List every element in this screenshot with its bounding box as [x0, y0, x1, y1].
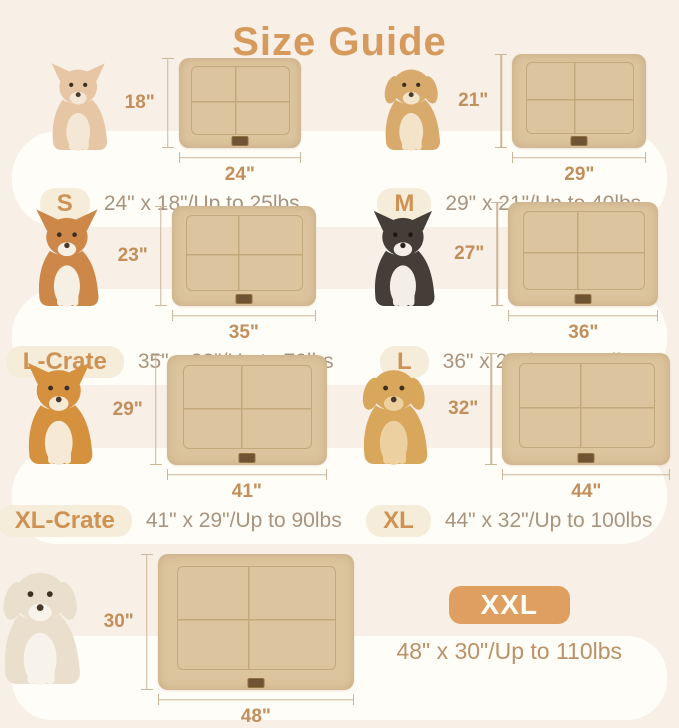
height-dimension-label: 18"	[124, 92, 155, 113]
width-dimension-label: 41"	[231, 481, 262, 502]
height-dimension-label: 27"	[454, 243, 485, 264]
dog-corgi-illustration	[24, 206, 116, 314]
dog-fluffy-puppy-illustration	[372, 60, 456, 156]
dog-border-collie-illustration	[360, 206, 452, 314]
size-row-s-m: 18" 24" S 24" x 18"/Up to 25lbs	[0, 54, 679, 232]
page-title: Size Guide	[232, 20, 447, 64]
mat-quilt-seams	[519, 363, 656, 449]
crate-mat-illustration	[178, 58, 301, 148]
width-dimension-line	[166, 469, 327, 480]
width-dimension-label: 44"	[571, 481, 602, 502]
size-badge-xl: XL	[366, 505, 431, 537]
size-badge-m: M	[377, 188, 432, 220]
height-dimension-line	[149, 355, 162, 465]
dog-shiba-inu-illustration	[13, 357, 111, 473]
mat-brand-tag	[235, 294, 253, 304]
mat-brand-tag	[570, 136, 588, 146]
height-dimension-label: 21"	[458, 90, 489, 111]
width-dimension-line	[512, 152, 647, 163]
dog-golden-retriever-illustration	[348, 357, 446, 473]
height-dimension-label: 30"	[103, 611, 134, 632]
mat-brand-tag	[231, 136, 249, 146]
size-cell-l-crate: 23" 35" L-Crate 35" x 23"/Up to 70lbs	[0, 206, 340, 390]
size-badge-xxl: XXL	[448, 586, 570, 624]
height-dimension-label: 23"	[117, 245, 148, 266]
width-dimension-label: 29"	[564, 164, 595, 185]
size-badge-xl-crate: XL-Crate	[0, 505, 132, 537]
width-dimension-label: 24"	[224, 164, 255, 185]
width-dimension-label: 36"	[568, 322, 599, 343]
width-dimension-line	[171, 310, 316, 321]
size-cell-xxl: 30" 48"	[0, 549, 354, 728]
size-spec-xl: 44" x 32"/Up to 100lbs	[444, 509, 653, 532]
size-cell-xl: 32" 44" XL 44" x 32"/Up to 100lbs	[340, 353, 679, 549]
size-cell-s: 18" 24" S 24" x 18"/Up to 25lbs	[0, 58, 340, 232]
mat-quilt-seams	[186, 215, 303, 291]
mat-quilt-seams	[182, 364, 313, 449]
size-info-xxl: XXL 48" x 30"/Up to 110lbs	[340, 549, 679, 728]
width-dimension-label: 48"	[240, 706, 271, 727]
height-dimension-label: 29"	[112, 399, 143, 420]
width-dimension-line	[178, 152, 301, 163]
mat-quilt-seams	[523, 211, 645, 291]
height-dimension-line	[485, 353, 498, 465]
crate-mat-illustration	[171, 206, 316, 306]
width-dimension-label: 35"	[228, 322, 259, 343]
mat-quilt-seams	[191, 66, 290, 135]
height-dimension-line	[491, 202, 504, 306]
mat-brand-tag	[247, 678, 265, 688]
size-cell-xl-crate: 29" 41" XL-Crate 41" x 29"/Up to 90lbs	[0, 355, 342, 549]
crate-mat-illustration	[166, 355, 327, 465]
mat-brand-tag	[238, 453, 256, 463]
mat-quilt-seams	[177, 566, 337, 670]
height-dimension-line	[161, 58, 174, 148]
height-dimension-line	[495, 54, 508, 148]
size-row-xlcrate-xl: 29" 41" XL-Crate 41" x 29"/Up to 90lbs	[0, 353, 679, 549]
size-spec-xxl: 48" x 30"/Up to 110lbs	[396, 638, 623, 664]
size-row-xxl: 30" 48" XXL 48" x 30"/Up to 110lbs	[0, 549, 679, 728]
height-dimension-label: 32"	[448, 398, 479, 419]
mat-brand-tag	[577, 453, 595, 463]
dog-white-retriever-illustration	[0, 558, 102, 694]
mat-brand-tag	[574, 294, 592, 304]
size-badge-s: S	[39, 188, 90, 220]
crate-mat-illustration	[502, 353, 671, 465]
dog-chihuahua-illustration	[39, 60, 123, 156]
width-dimension-line	[508, 310, 659, 321]
crate-mat-illustration	[512, 54, 647, 148]
crate-mat-illustration	[508, 202, 659, 306]
width-dimension-line	[502, 469, 671, 480]
width-dimension-line	[157, 694, 354, 705]
size-spec-xl-crate: 41" x 29"/Up to 90lbs	[145, 509, 342, 532]
size-cell-l: 27" 36" L 36" x 27"/Up to 80lbs	[340, 202, 679, 390]
crate-mat-illustration	[157, 554, 354, 690]
height-dimension-line	[154, 206, 167, 306]
mat-quilt-seams	[525, 62, 635, 134]
height-dimension-line	[140, 554, 153, 690]
